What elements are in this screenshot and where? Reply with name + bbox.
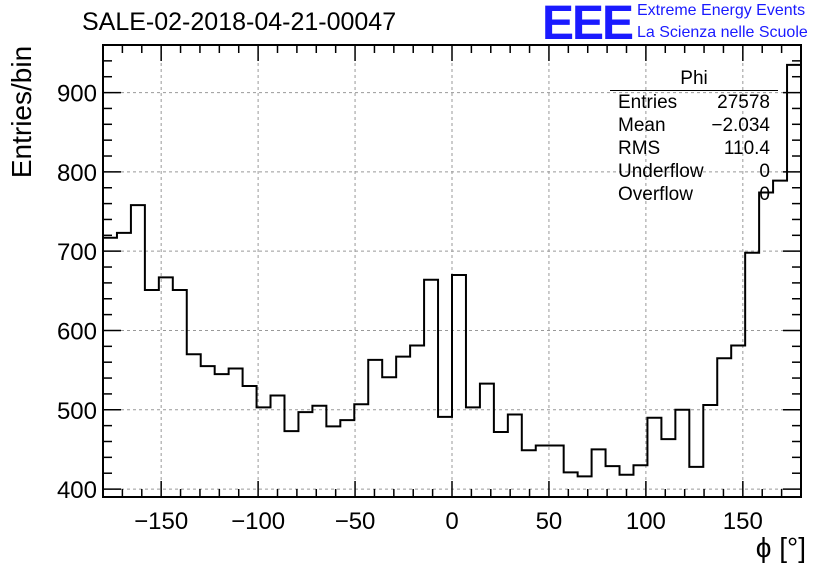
stats-row-entries: Entries 27578 (610, 91, 778, 114)
stats-title: Phi (610, 68, 778, 91)
stats-value: 0 (759, 161, 770, 182)
stats-box: Phi Entries 27578 Mean −2.034 RMS 110.4 … (610, 68, 778, 206)
x-tick-label: −100 (231, 508, 285, 535)
y-tick-label: 700 (57, 239, 97, 266)
stats-label: Underflow (618, 161, 704, 182)
stats-value: 27578 (717, 92, 770, 113)
y-tick-label: 400 (57, 477, 97, 504)
axis-tick-labels: −150 −100 −50 0 50 100 150 400 500 600 700 800 900 (57, 81, 763, 535)
y-tick-label: 600 (57, 318, 97, 345)
stats-row-overflow: Overflow 0 (610, 183, 778, 206)
x-tick-label: −150 (134, 508, 188, 535)
x-tick-label: −50 (335, 508, 376, 535)
stats-label: RMS (618, 138, 661, 159)
x-tick-label: 150 (723, 508, 763, 535)
y-tick-label: 800 (57, 160, 97, 187)
y-axis-label: Entries/bin (6, 45, 37, 179)
histogram-title: SALE-02-2018-04-21-00047 (82, 8, 397, 36)
logo-text-line2: La Scienza nelle Scuole (637, 24, 808, 41)
stats-row-rms: RMS 110.4 (610, 137, 778, 160)
x-tick-label: 50 (536, 508, 563, 535)
stats-value: 0 (759, 184, 770, 205)
histogram-series (103, 63, 801, 478)
stats-value: −2.034 (711, 115, 770, 136)
axis-ticks (103, 44, 801, 497)
stats-label: Overflow (618, 184, 693, 205)
y-tick-label: 900 (57, 81, 97, 108)
eee-logo: EEE (542, 0, 634, 50)
y-tick-label: 500 (57, 398, 97, 425)
x-tick-label: 0 (445, 508, 458, 535)
stats-label: Entries (618, 92, 678, 113)
x-tick-label: 100 (626, 508, 666, 535)
stats-row-underflow: Underflow 0 (610, 160, 778, 183)
stats-value: 110.4 (723, 138, 770, 159)
stats-row-mean: Mean −2.034 (610, 114, 778, 137)
logo-text-line1: Extreme Energy Events (637, 2, 806, 19)
x-axis-label: ϕ [°] (755, 532, 806, 563)
stats-label: Mean (618, 115, 666, 136)
